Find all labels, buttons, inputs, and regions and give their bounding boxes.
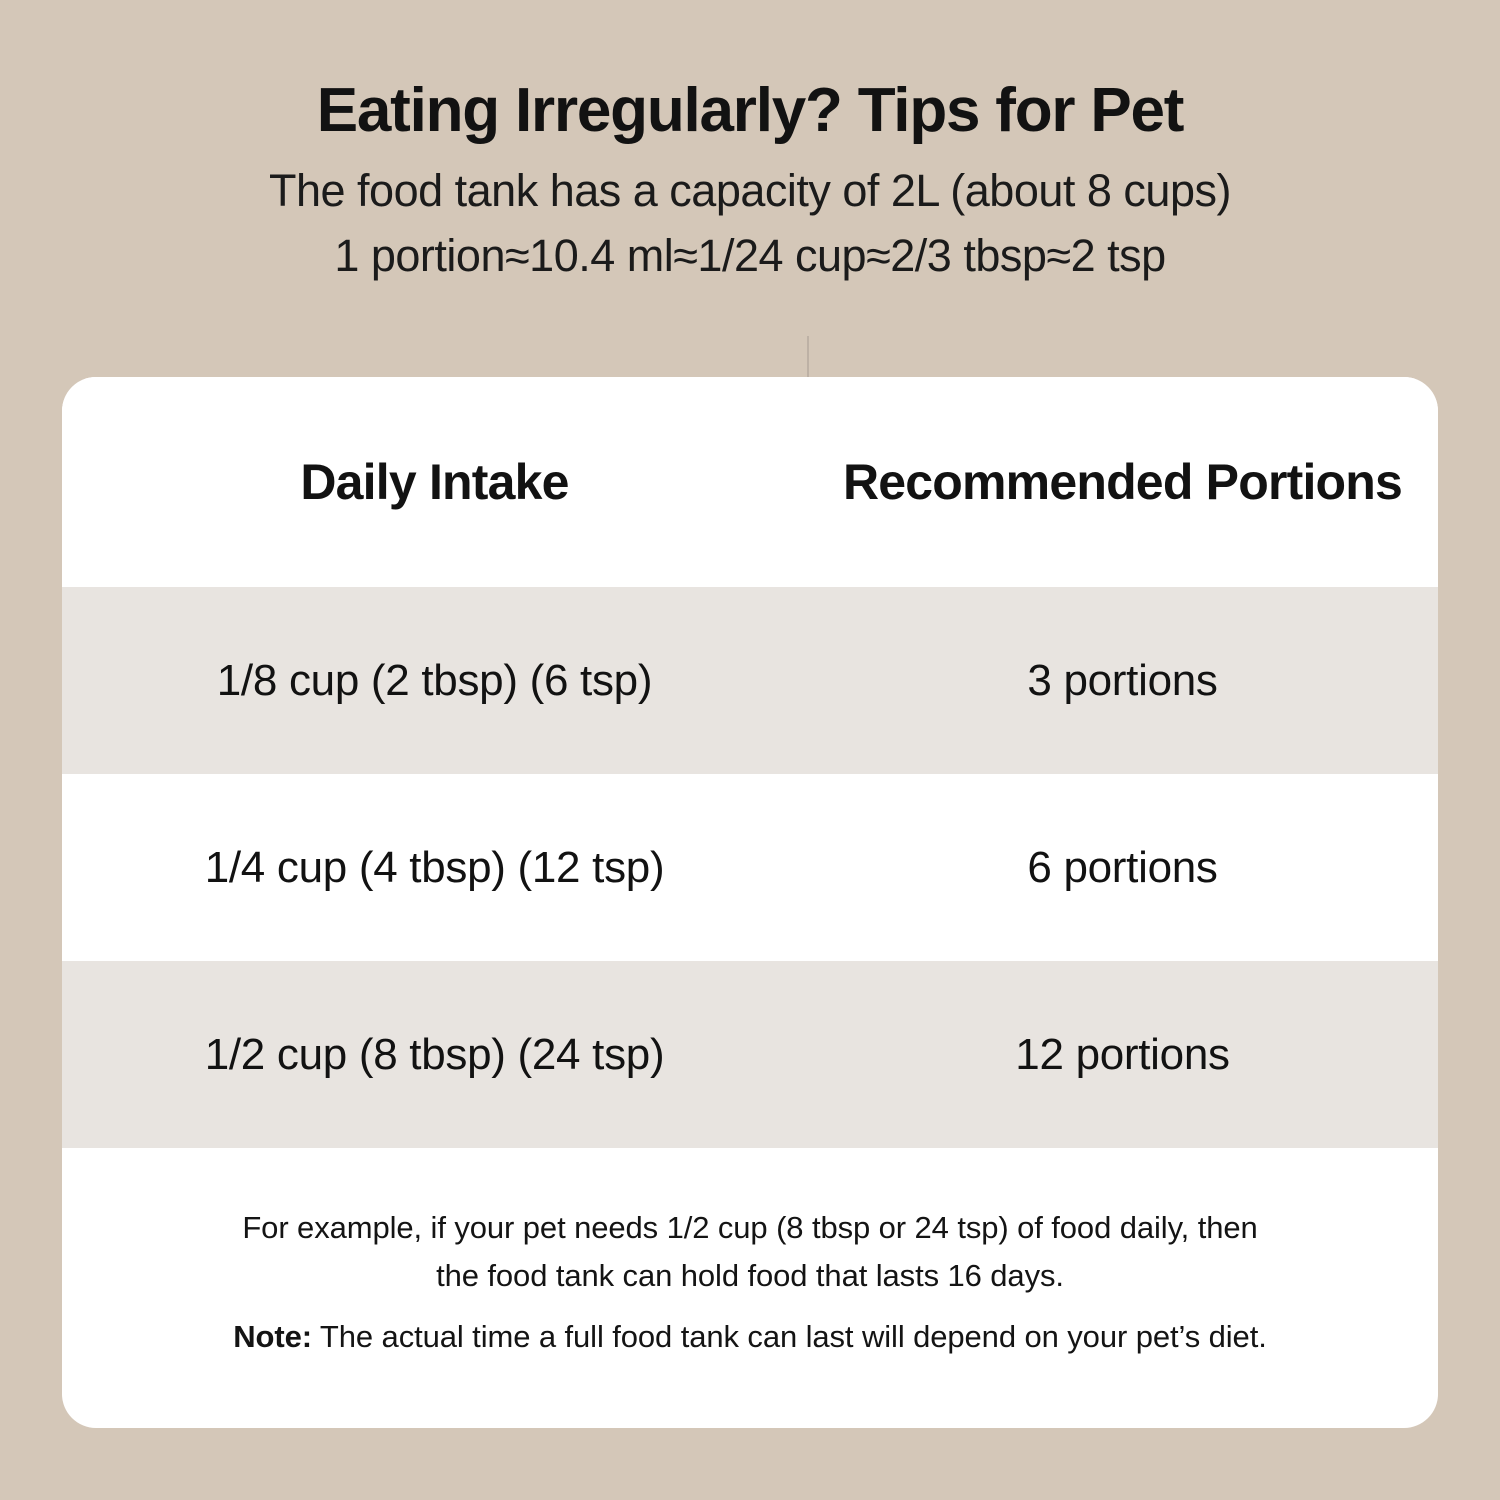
table-row: 1/4 cup (4 tbsp) (12 tsp) 6 portions [62,774,1438,961]
table-row: 1/2 cup (8 tbsp) (24 tsp) 12 portions [62,961,1438,1148]
cell-recommended-portions: 12 portions [1015,1029,1230,1079]
table-header-row: Daily Intake Recommended Portions [62,377,1438,587]
feeding-table-card: Daily Intake Recommended Portions 1/8 cu… [62,377,1438,1428]
page-header: Eating Irregularly? Tips for Pet The foo… [0,0,1500,289]
cell-recommended-portions: 6 portions [1027,842,1218,892]
column-header-recommended-portions: Recommended Portions [842,454,1403,510]
footnote-note-label: Note: [233,1318,312,1354]
footnote-note-line: Note: The actual time a full food tank c… [124,1313,1376,1361]
table-row: 1/8 cup (2 tbsp) (6 tsp) 3 portions [62,587,1438,774]
page-title: Eating Irregularly? Tips for Pet [316,76,1185,145]
footnote-note-text: The actual time a full food tank can las… [311,1318,1267,1354]
footnote-example-line-2: the food tank can hold food that lasts 1… [436,1258,1064,1294]
feeding-table: Daily Intake Recommended Portions 1/8 cu… [62,377,1438,1148]
column-header-daily-intake: Daily Intake [300,454,569,510]
subtitle-capacity: The food tank has a capacity of 2L (abou… [269,164,1231,216]
cell-daily-intake: 1/2 cup (8 tbsp) (24 tsp) [204,1029,665,1079]
subtitle-portion-conversion: 1 portion≈10.4 ml≈1/24 cup≈2/3 tbsp≈2 ts… [334,229,1166,281]
footnote-block: For example, if your pet needs 1/2 cup (… [62,1148,1438,1362]
footnote-example-line-1: For example, if your pet needs 1/2 cup (… [242,1210,1258,1245]
cell-recommended-portions: 3 portions [1027,655,1218,705]
cell-daily-intake: 1/4 cup (4 tbsp) (12 tsp) [204,842,665,892]
cell-daily-intake: 1/8 cup (2 tbsp) (6 tsp) [216,655,653,705]
